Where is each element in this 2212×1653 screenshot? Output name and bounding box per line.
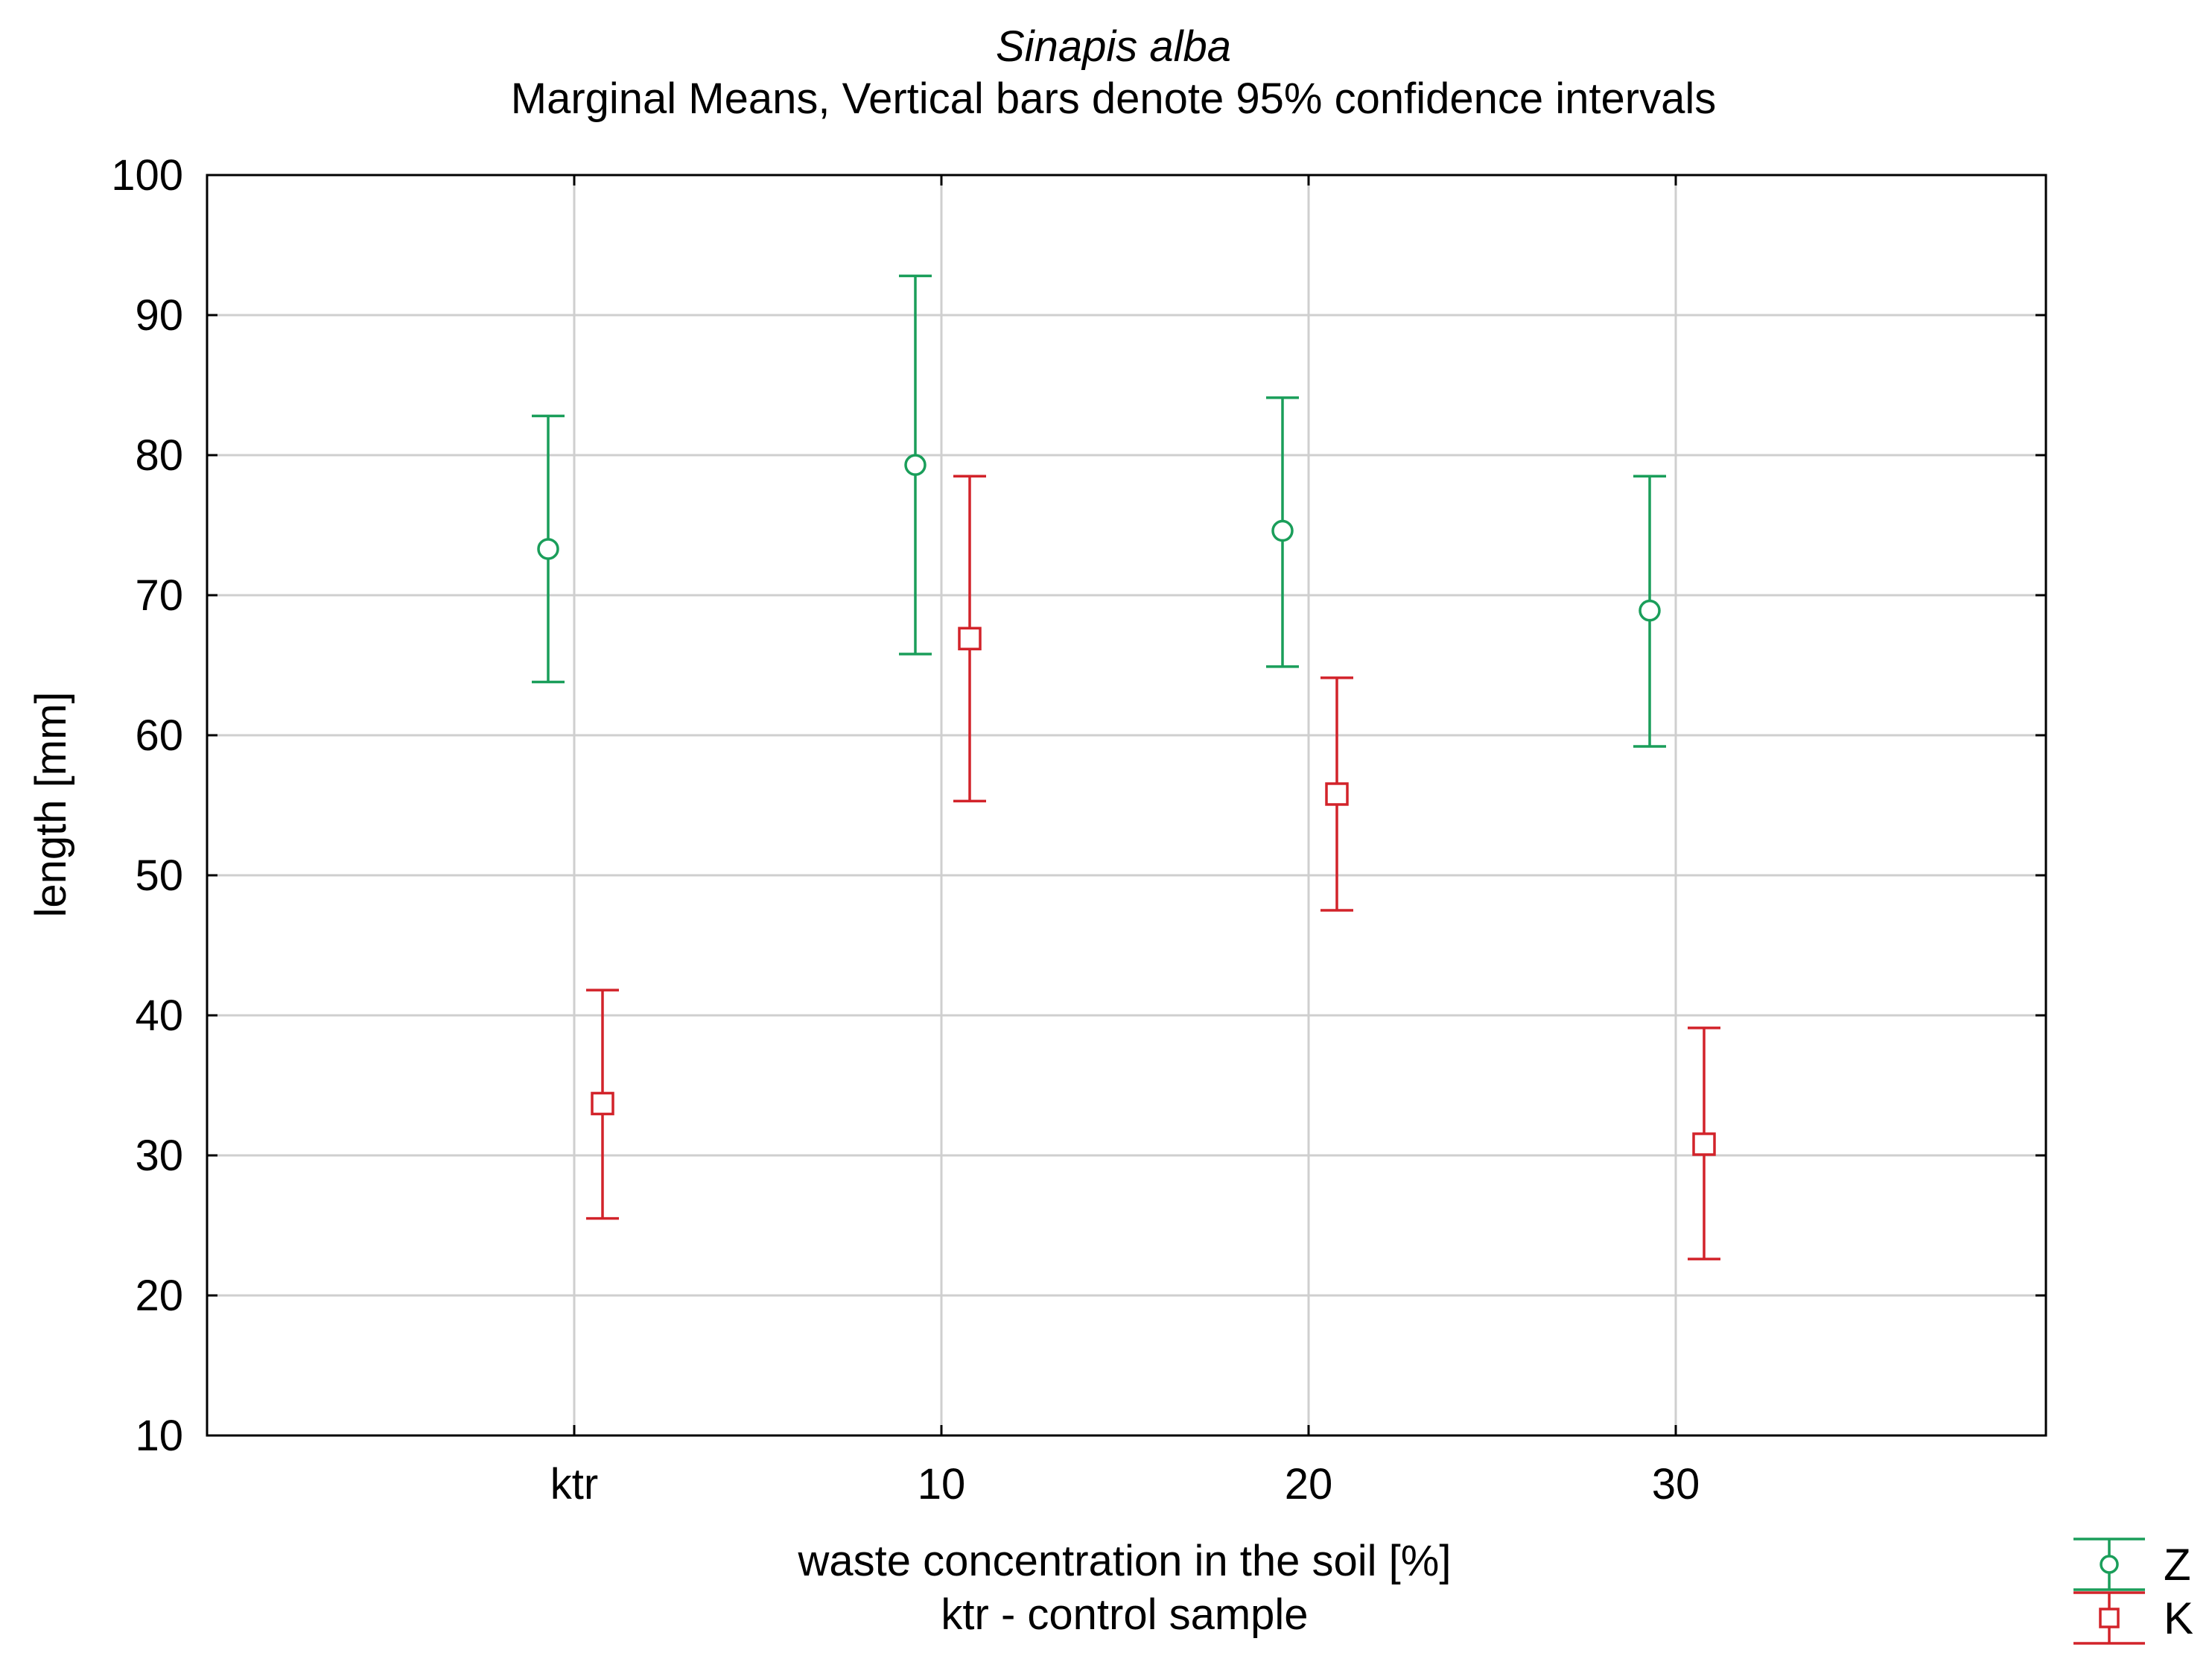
x-axis-ticks: ktr 10 20 30 [550, 175, 1700, 1508]
mean-marker-square [958, 626, 982, 651]
data-point-Z [1266, 396, 1299, 668]
chart-subtitle: Marginal Means, Vertical bars denote 95%… [511, 74, 1716, 123]
x-tick-label: ktr [550, 1460, 598, 1508]
data-point-K [953, 475, 986, 803]
mean-marker-square [591, 1091, 614, 1116]
y-axis-title: length [mm] [27, 692, 75, 918]
data-point-K [1320, 676, 1353, 912]
y-tick-label: 100 [111, 151, 183, 200]
data-point-K [586, 989, 619, 1220]
data-point-Z [532, 414, 565, 684]
chart-title: Sinapis alba [996, 22, 1231, 71]
y-tick-label: 20 [135, 1272, 183, 1320]
legend-marker-circle [2100, 1555, 2119, 1574]
y-tick-label: 30 [135, 1132, 183, 1180]
series-K [586, 475, 1720, 1260]
y-tick-label: 70 [135, 571, 183, 620]
mean-marker-circle [904, 454, 927, 476]
mean-marker-square [1692, 1132, 1716, 1156]
x-axis-note: ktr - control sample [941, 1590, 1308, 1639]
legend-marker-square [2099, 1608, 2120, 1628]
y-tick-label: 10 [135, 1412, 183, 1460]
x-axis-title: waste concentration in the soil [%] [798, 1537, 1452, 1585]
series-Z [532, 274, 1666, 748]
data-series [532, 274, 1720, 1260]
gridlines [207, 175, 2046, 1435]
legend-item-K: K [2073, 1591, 2193, 1645]
y-tick-label: 50 [135, 851, 183, 900]
y-tick-label: 60 [135, 711, 183, 760]
y-tick-label: 40 [135, 992, 183, 1040]
legend-label: Z [2164, 1540, 2191, 1590]
legend: ZK [2073, 1538, 2193, 1645]
chart-titles: Sinapis alba Marginal Means, Vertical ba… [511, 22, 1716, 123]
plot-area-frame [206, 174, 2047, 1437]
legend-item-Z: Z [2073, 1538, 2191, 1591]
y-axis-ticks: 10 20 30 40 50 60 70 80 90 100 [111, 151, 2046, 1460]
mean-marker-circle [1639, 599, 1661, 622]
data-point-Z [899, 274, 932, 656]
mean-marker-square [1325, 782, 1349, 806]
mean-marker-circle [1271, 519, 1294, 542]
mean-marker-circle [537, 538, 559, 560]
x-tick-label: 10 [918, 1460, 966, 1508]
y-tick-label: 80 [135, 431, 183, 480]
y-tick-label: 90 [135, 291, 183, 340]
data-point-K [1688, 1027, 1720, 1260]
legend-label: K [2164, 1593, 2193, 1643]
x-tick-label: 20 [1285, 1460, 1333, 1508]
data-point-Z [1633, 475, 1666, 748]
x-tick-label: 30 [1652, 1460, 1700, 1508]
